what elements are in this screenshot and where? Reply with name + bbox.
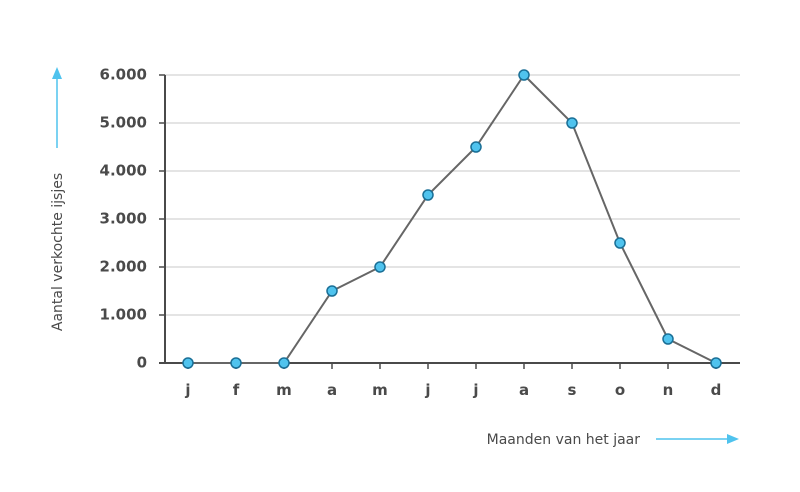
x-axis-arrow: [656, 434, 739, 444]
gridlines: [165, 74, 740, 316]
y-axis-label: Aantal verkochte ijsjes: [50, 173, 66, 331]
y-tick-label: 1.000: [100, 306, 147, 324]
data-point: [278, 357, 290, 369]
y-axis-arrowhead: [52, 67, 62, 79]
x-tick-label: d: [711, 381, 722, 399]
y-tick-label: 3.000: [100, 210, 147, 228]
data-point: [662, 333, 674, 345]
x-tick-label: j: [424, 381, 430, 399]
x-tick-label: m: [372, 381, 388, 399]
x-axis-label: Maanden van het jaar: [487, 432, 641, 448]
y-tick-label: 6.000: [100, 66, 147, 84]
series-line: [188, 73, 717, 364]
x-tick-label: n: [663, 381, 674, 399]
data-point: [230, 357, 242, 369]
y-tick-label: 5.000: [100, 114, 147, 132]
data-point: [182, 357, 194, 369]
x-tick-label: a: [327, 381, 337, 399]
data-point: [566, 117, 578, 129]
series: [182, 69, 722, 369]
x-tick-label: j: [184, 381, 190, 399]
x-tick-label: m: [276, 381, 292, 399]
data-point: [710, 357, 722, 369]
y-tick-labels: 0 1.000 2.000 3.000 4.000 5.000 6.000: [100, 66, 147, 372]
x-axis-arrowhead: [727, 434, 739, 444]
x-tick-label: s: [568, 381, 577, 399]
data-point: [470, 141, 482, 153]
data-point: [326, 285, 338, 297]
y-axis-arrow: [52, 67, 62, 148]
x-tick-label: a: [519, 381, 529, 399]
y-tick-label: 0: [137, 354, 147, 372]
data-point: [422, 189, 434, 201]
x-tick-label: f: [233, 381, 240, 399]
axes: [159, 74, 740, 369]
x-tick-label: o: [615, 381, 625, 399]
data-point: [614, 237, 626, 249]
data-point: [374, 261, 386, 273]
data-point: [518, 69, 530, 81]
x-tick-label: j: [472, 381, 478, 399]
y-tick-label: 4.000: [100, 162, 147, 180]
y-tick-label: 2.000: [100, 258, 147, 276]
